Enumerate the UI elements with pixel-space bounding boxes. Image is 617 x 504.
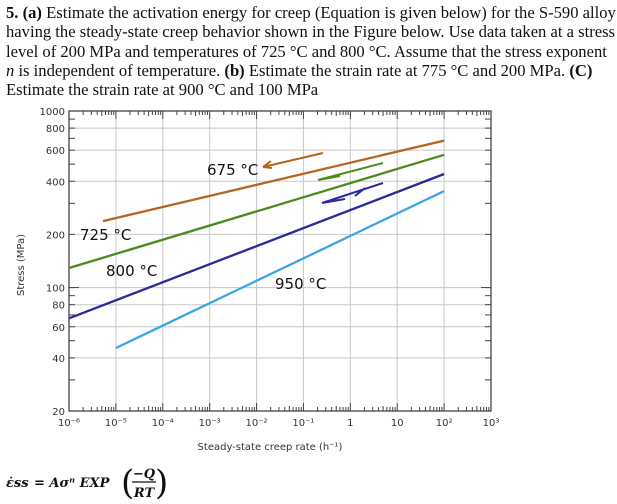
x-tick-label: 10³ [483,418,500,429]
y-tick-label: 60 [52,323,65,334]
part-a-text: Estimate the activation energy for creep… [6,3,616,61]
n-symbol: n [6,60,15,80]
part-b-text: Estimate the strain rate at 775 °C and 2… [244,60,570,80]
x-tick-label: 10⁻² [246,418,268,429]
formula-rhs: = Aσⁿ EXP [34,476,111,491]
y-tick-label: 800 [46,124,65,135]
label-675: 675 °C [207,161,258,179]
x-tick-label: 10 [391,418,404,429]
part-a-text-end: is independent of temperature. [14,60,225,80]
arrow-800 [321,182,384,204]
y-tick-label: 40 [52,354,65,365]
part-a-label: (a) [22,3,42,22]
question-number: 5. [6,3,19,22]
annotation-arrows [262,152,384,204]
label-950: 950 °C [275,275,326,293]
x-tick-label: 10⁻⁶ [58,418,80,429]
x-tick-label: 10⁻³ [199,418,221,429]
label-800: 800 °C [106,262,157,280]
part-b-label: (b) [224,60,245,80]
part-c-label: (C) [569,60,593,80]
x-tick-label: 10⁻⁵ [105,418,127,429]
y-tick-label: 100 [46,284,65,295]
x-tick-labels: 10⁻⁶ 10⁻⁵ 10⁻⁴ 10⁻³ 10⁻² 10⁻¹ 1 10 10² 10³ [58,418,499,429]
axis-ticks [68,110,491,412]
part-c-text: Estimate the strain rate at 900 °C and 1… [6,80,319,100]
series-lines [68,139,445,350]
series-line-800C [68,172,445,320]
label-725: 725 °C [80,226,131,244]
x-tick-label: 10⁻¹ [292,418,314,429]
formula-lhs: ε̇ss [6,476,29,491]
paren-left: ( [121,463,134,503]
series-line-950C [115,190,445,350]
formula-numerator: −Q [133,467,156,482]
plot-frame [68,110,492,412]
y-tick-labels: 1000 800 600 400 200 100 80 60 40 20 [40,107,65,418]
y-tick-label: 200 [46,230,65,241]
series-line-725C [68,153,445,270]
x-tick-label: 1 [347,418,353,429]
y-axis-title: Stress (MPa) [16,234,27,296]
grid [69,111,491,411]
y-tick-label: 20 [52,407,65,418]
x-tick-label: 10⁻⁴ [152,418,174,429]
x-tick-label: 10² [436,418,453,429]
y-tick-label: 80 [52,301,65,312]
formula-denominator: RT [133,486,156,501]
arrow-725 [317,162,384,181]
paren-right: ) [155,463,168,503]
arrow-675 [262,152,324,169]
series-line-675C [102,139,445,223]
x-axis-title: Steady-state creep rate (h⁻¹) [198,442,343,453]
y-tick-label: 400 [46,177,65,188]
question-text: 5. (a) Estimate the activation energy fo… [6,3,616,99]
y-tick-label: 1000 [40,107,65,118]
y-tick-label: 600 [46,146,65,157]
